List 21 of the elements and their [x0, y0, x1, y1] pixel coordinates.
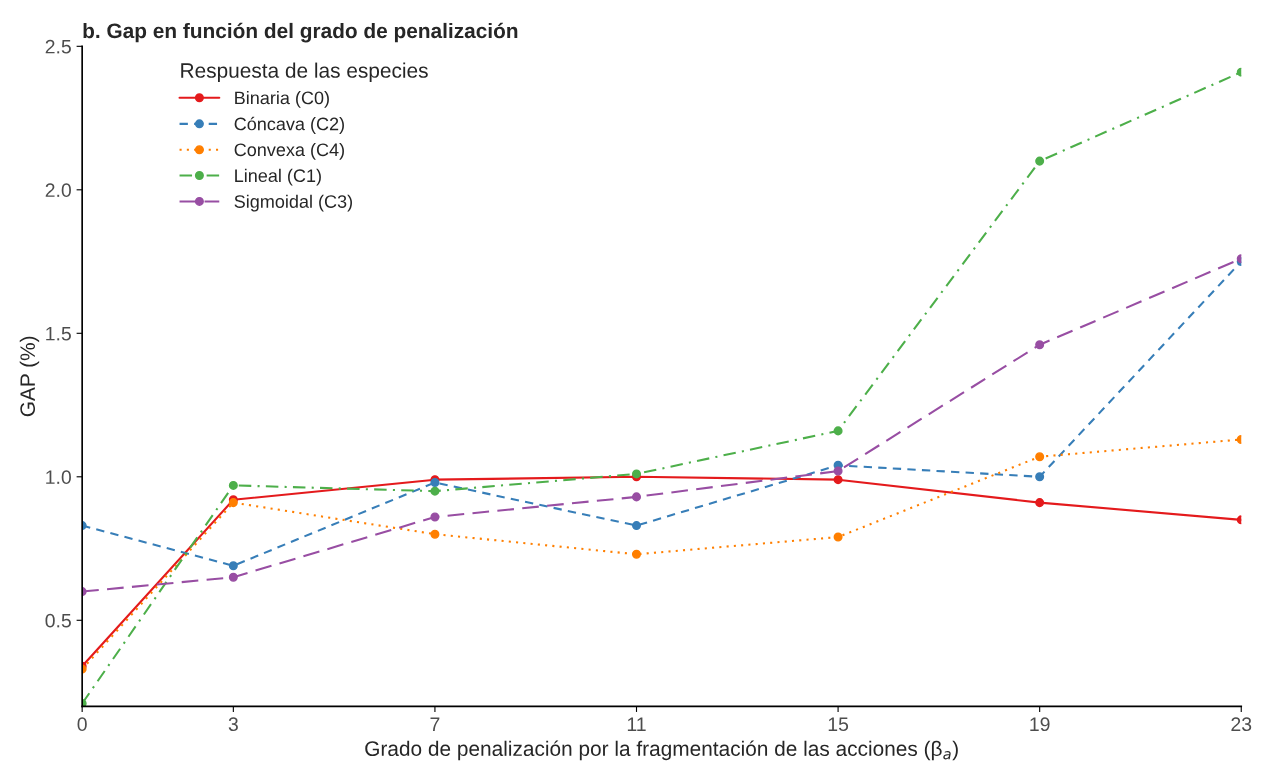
y-tick-label: 1.0 — [46, 470, 71, 485]
x-tick-label: 23 — [1231, 717, 1252, 732]
y-tick-label: 1.5 — [46, 326, 71, 341]
x-tick-label: 3 — [228, 717, 238, 732]
legend-label: Convexa (C4) — [234, 142, 344, 160]
legend-label: Cóncava (C2) — [234, 116, 344, 134]
legend-label: Sigmoidal (C3) — [234, 194, 352, 212]
x-tick-label: 7 — [430, 717, 440, 731]
x-axis-title: Grado de penalización por la fragmentación de las acciones (β$_{a}$) — [365, 740, 958, 761]
x-tick-label: 0 — [77, 717, 87, 732]
legend-label: Lineal (C1) — [235, 168, 321, 186]
x-tick-label: 15 — [828, 717, 849, 732]
legend-label: Binaria (C0) — [235, 91, 329, 108]
x-tick-label: 19 — [1030, 717, 1050, 732]
x-tick-label: 11 — [627, 717, 646, 731]
y-tick-label: 2.5 — [45, 39, 71, 54]
legend-title: Respuesta de las especies — [181, 62, 428, 82]
chart-title: b. Gap en función del grado de penalización — [83, 22, 518, 43]
y-tick-label: 0.5 — [45, 613, 71, 628]
y-tick-label: 2.0 — [45, 183, 71, 198]
y-axis-title: GAP (%) — [19, 336, 40, 417]
